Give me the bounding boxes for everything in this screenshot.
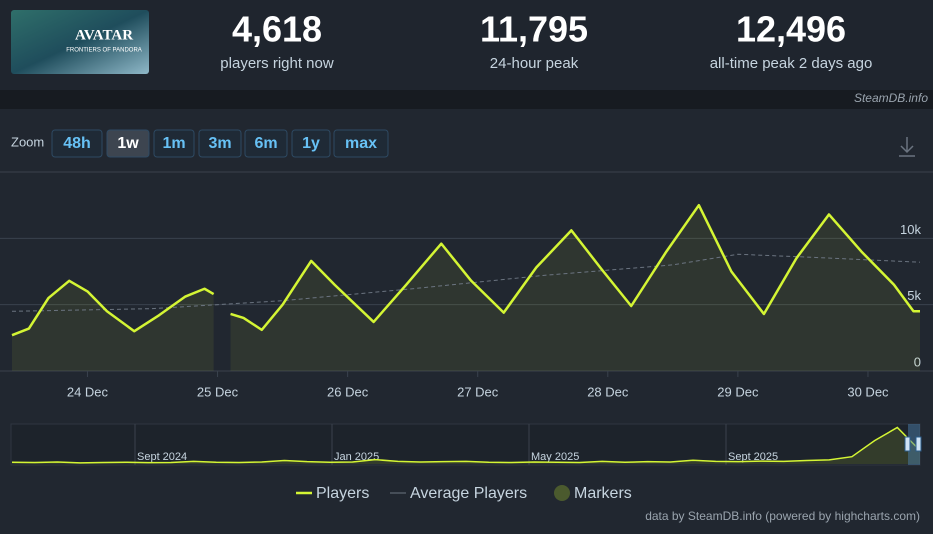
y-tick-label: 10k <box>900 222 921 237</box>
legend-marker[interactable] <box>554 485 570 501</box>
legend-label[interactable]: Average Players <box>410 485 527 502</box>
navigator-handle[interactable] <box>915 436 922 452</box>
game-thumbnail[interactable] <box>11 10 149 74</box>
players-area <box>12 205 920 371</box>
y-tick-label: 5k <box>907 288 921 303</box>
average-line <box>11 253 921 312</box>
zoom-button[interactable] <box>333 129 389 158</box>
x-tick-label: 25 Dec <box>197 384 239 399</box>
x-tick-label: 24 Dec <box>67 384 109 399</box>
navigator-label: Sept 2024 <box>137 451 187 463</box>
stat-label: all-time peak 2 days ago <box>710 55 873 72</box>
navigator-line <box>11 426 921 464</box>
game-title: AVATAR <box>75 27 133 43</box>
credits[interactable]: data by SteamDB.info (powered by highcha… <box>645 509 920 523</box>
navigator-handle[interactable] <box>904 436 911 452</box>
navigator-bg[interactable] <box>10 423 921 466</box>
stat-value: 12,496 <box>736 9 846 50</box>
zoom-button[interactable] <box>106 129 150 158</box>
navigator-label: May 2025 <box>531 451 579 463</box>
y-tick-label: 0 <box>914 354 921 369</box>
stat-value: 11,795 <box>480 9 588 50</box>
zoom-button-label[interactable]: 1y <box>302 135 320 152</box>
zoom-button[interactable] <box>198 129 242 158</box>
zoom-button-label[interactable]: 6m <box>254 135 277 152</box>
zoom-button-label[interactable]: 1m <box>162 135 185 152</box>
stat-label: players right now <box>220 55 334 72</box>
stat-label: 24-hour peak <box>490 55 579 72</box>
zoom-button[interactable] <box>244 129 288 158</box>
zoom-button-label[interactable]: 48h <box>63 135 91 152</box>
navigator-label: Sept 2025 <box>728 451 778 463</box>
zoom-button-label[interactable]: 3m <box>208 135 231 152</box>
stat-value: 4,618 <box>232 9 322 50</box>
download-icon[interactable] <box>899 137 915 157</box>
zoom-button[interactable] <box>153 129 195 158</box>
legend-label[interactable]: Markers <box>574 485 632 502</box>
x-tick-label: 28 Dec <box>587 384 629 399</box>
x-tick-label: 30 Dec <box>847 384 889 399</box>
zoom-button[interactable] <box>291 129 331 158</box>
zoom-button-label[interactable]: max <box>345 135 377 152</box>
x-tick-label: 26 Dec <box>327 384 369 399</box>
navigator-window[interactable] <box>908 424 920 465</box>
x-tick-label: 29 Dec <box>717 384 759 399</box>
header-bg <box>0 0 933 90</box>
source-strip <box>0 90 933 109</box>
zoom-button[interactable] <box>51 129 103 158</box>
game-subtitle: FRONTIERS OF PANDORA <box>66 48 142 54</box>
legend-label[interactable]: Players <box>316 485 369 502</box>
zoom-button-label[interactable]: 1w <box>117 135 139 152</box>
zoom-label: Zoom <box>11 134 44 149</box>
x-tick-label: 27 Dec <box>457 384 499 399</box>
source[interactable]: SteamDB.info <box>854 91 928 105</box>
players-line <box>11 203 920 337</box>
